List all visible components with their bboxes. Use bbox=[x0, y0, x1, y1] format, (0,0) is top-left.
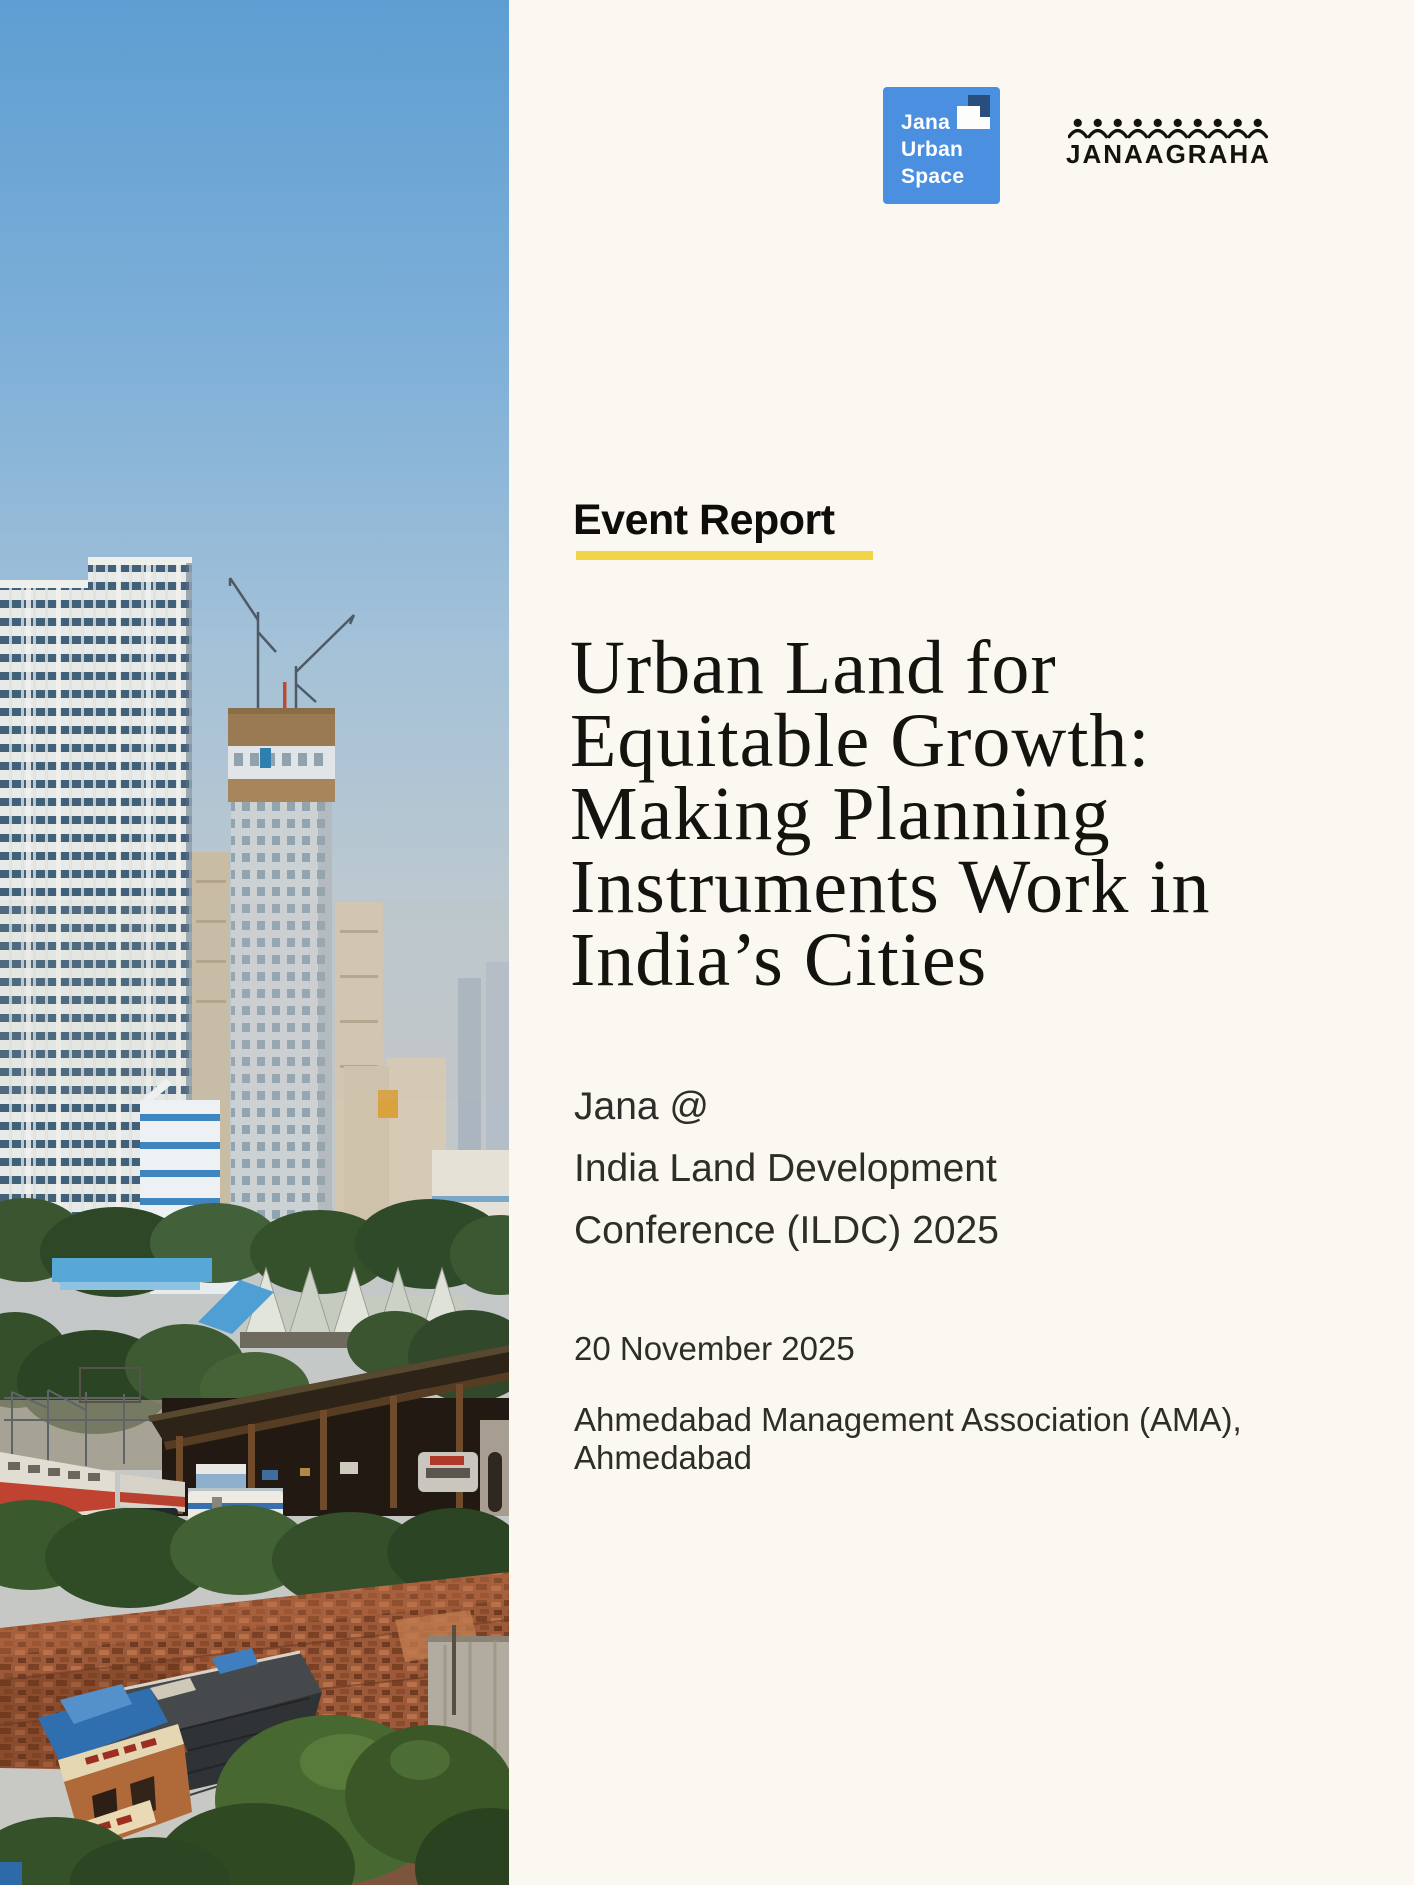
venue: Ahmedabad Management Association (AMA), … bbox=[574, 1401, 1242, 1477]
logo-white-square bbox=[957, 106, 980, 129]
logo-line: Urban bbox=[901, 138, 964, 161]
subtitle-line: Jana @ bbox=[574, 1085, 709, 1128]
event-date: 20 November 2025 bbox=[574, 1330, 855, 1367]
subtitle-line: India Land Development bbox=[574, 1147, 997, 1190]
venue-line: Ahmedabad Management Association (AMA), bbox=[574, 1401, 1242, 1438]
kicker: Event Report bbox=[573, 496, 835, 544]
logo-line: Space bbox=[901, 165, 965, 188]
venue-line: Ahmedabad bbox=[574, 1439, 752, 1476]
jana-urban-space-logo: Jana Urban Space bbox=[883, 87, 1000, 204]
subtitle: Jana @ India Land Development Conference… bbox=[574, 1076, 999, 1262]
janaagraha-wordmark: JANAAGRAHA bbox=[1066, 139, 1271, 169]
title-line: Instruments Work in bbox=[570, 845, 1211, 929]
kicker-underline bbox=[576, 551, 873, 560]
logo-line: Jana bbox=[901, 111, 951, 134]
title-line: Making Planning bbox=[570, 772, 1111, 856]
title-line: Urban Land for bbox=[570, 626, 1057, 710]
title-line: Equitable Growth: bbox=[570, 699, 1151, 783]
report-title: Urban Land for Equitable Growth: Making … bbox=[570, 626, 1211, 1002]
city-photo-illustration bbox=[0, 0, 509, 1885]
jana-urban-space-logo-text: Jana Urban Space bbox=[901, 109, 964, 190]
people-chain-icon bbox=[1068, 118, 1268, 139]
subtitle-line: Conference (ILDC) 2025 bbox=[574, 1209, 999, 1252]
logo-white-small-square bbox=[980, 117, 990, 129]
title-line: India’s Cities bbox=[570, 918, 988, 1002]
janaagraha-logo: JANAAGRAHA bbox=[1066, 118, 1276, 170]
cover-photo bbox=[0, 0, 509, 1885]
jana-urban-space-logo-icon bbox=[883, 87, 1000, 204]
